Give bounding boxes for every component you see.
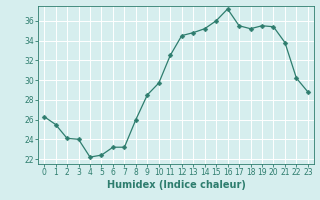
X-axis label: Humidex (Indice chaleur): Humidex (Indice chaleur) [107, 180, 245, 190]
